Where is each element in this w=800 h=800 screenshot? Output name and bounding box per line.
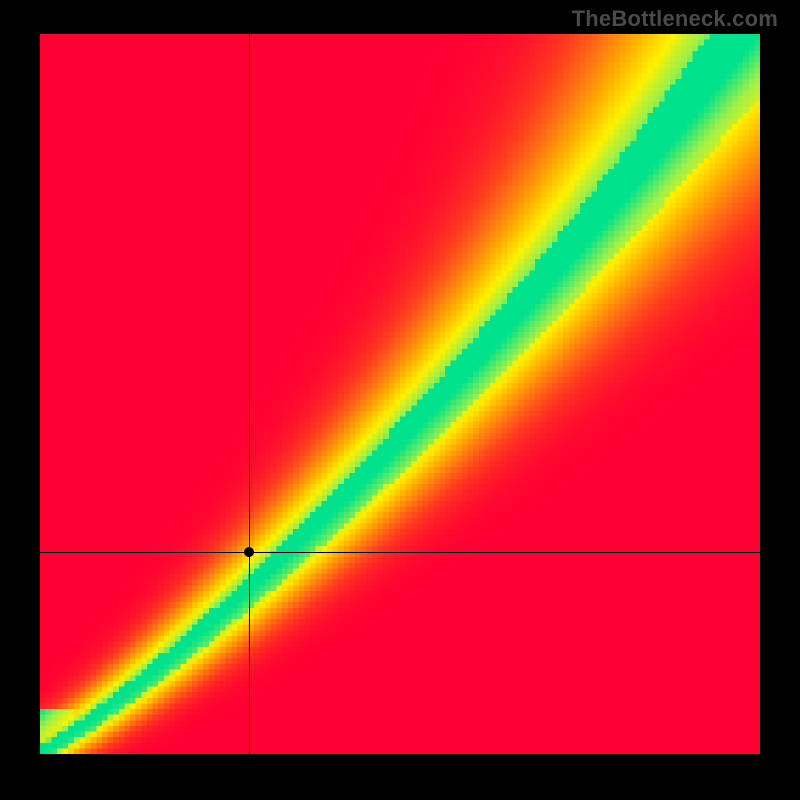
plot-area (40, 34, 760, 754)
marker-dot (244, 547, 254, 557)
crosshair-horizontal (40, 552, 760, 553)
heatmap-canvas (40, 34, 760, 754)
watermark-text: TheBottleneck.com (572, 6, 778, 32)
chart-frame: TheBottleneck.com (0, 0, 800, 800)
crosshair-vertical (249, 34, 250, 754)
